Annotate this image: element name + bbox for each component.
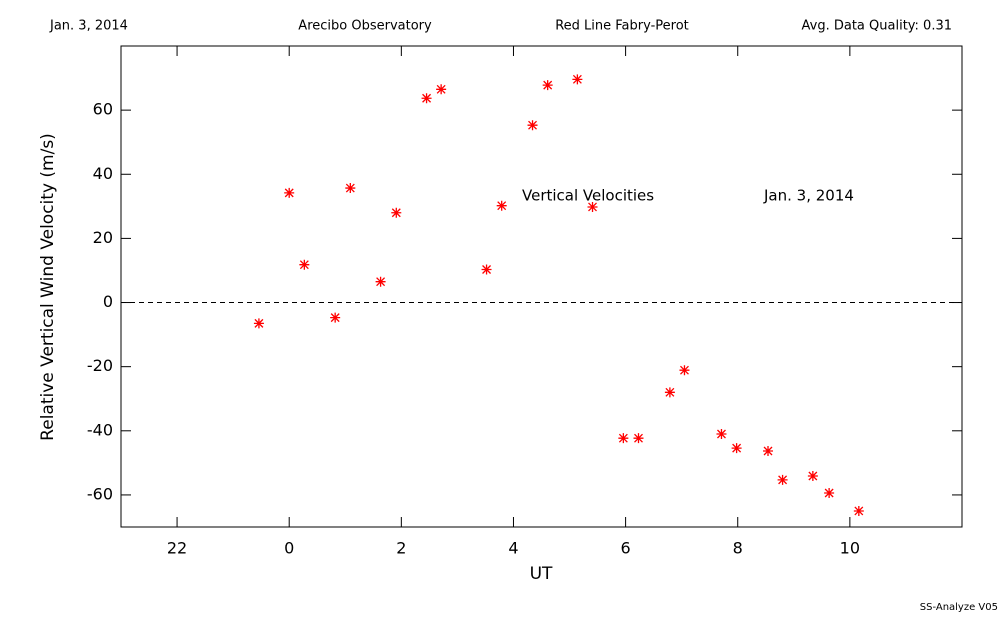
point bbox=[618, 433, 629, 444]
annotation: Vertical Velocities bbox=[522, 187, 654, 205]
x-tick-label: 10 bbox=[840, 539, 860, 558]
y-axis-label: Relative Vertical Wind Velocity (m/s) bbox=[38, 133, 58, 441]
point bbox=[284, 187, 295, 198]
point bbox=[664, 387, 675, 398]
point bbox=[572, 74, 583, 85]
x-axis-label: UT bbox=[530, 564, 553, 584]
point bbox=[763, 446, 774, 457]
point bbox=[853, 505, 864, 516]
x-tick-label: 4 bbox=[508, 539, 518, 558]
y-tick-label: 0 bbox=[103, 292, 113, 311]
y-tick-label: -40 bbox=[87, 420, 113, 439]
point bbox=[391, 207, 402, 218]
point bbox=[731, 443, 742, 454]
x-tick-label: 6 bbox=[621, 539, 631, 558]
point bbox=[253, 318, 264, 329]
point bbox=[330, 312, 341, 323]
x-tick-label: 22 bbox=[167, 539, 187, 558]
y-tick-label: -20 bbox=[87, 356, 113, 375]
point bbox=[496, 200, 507, 211]
point bbox=[807, 471, 818, 482]
plot-frame bbox=[120, 45, 963, 528]
point bbox=[375, 276, 386, 287]
point bbox=[777, 474, 788, 485]
point bbox=[716, 429, 727, 440]
header-quality: Avg. Data Quality: 0.31 bbox=[802, 19, 952, 34]
y-tick-label: -60 bbox=[87, 484, 113, 503]
header-site: Arecibo Observatory bbox=[298, 19, 432, 34]
annotation: Jan. 3, 2014 bbox=[763, 187, 854, 205]
point bbox=[679, 365, 690, 376]
y-tick-label: 20 bbox=[93, 228, 113, 247]
point bbox=[542, 80, 553, 91]
header-date: Jan. 3, 2014 bbox=[49, 19, 128, 34]
point bbox=[633, 433, 644, 444]
x-tick-label: 2 bbox=[396, 539, 406, 558]
point bbox=[587, 201, 598, 212]
point bbox=[421, 93, 432, 104]
point bbox=[481, 264, 492, 275]
x-tick-label: 0 bbox=[284, 539, 294, 558]
point bbox=[299, 259, 310, 270]
point bbox=[345, 183, 356, 194]
point bbox=[436, 84, 447, 95]
header-instrument: Red Line Fabry-Perot bbox=[555, 19, 689, 34]
y-tick-label: 40 bbox=[93, 164, 113, 183]
y-tick-label: 60 bbox=[93, 100, 113, 119]
x-tick-label: 8 bbox=[733, 539, 743, 558]
footer: SS-Analyze V05 bbox=[920, 602, 998, 613]
point bbox=[824, 488, 835, 499]
point bbox=[527, 120, 538, 131]
